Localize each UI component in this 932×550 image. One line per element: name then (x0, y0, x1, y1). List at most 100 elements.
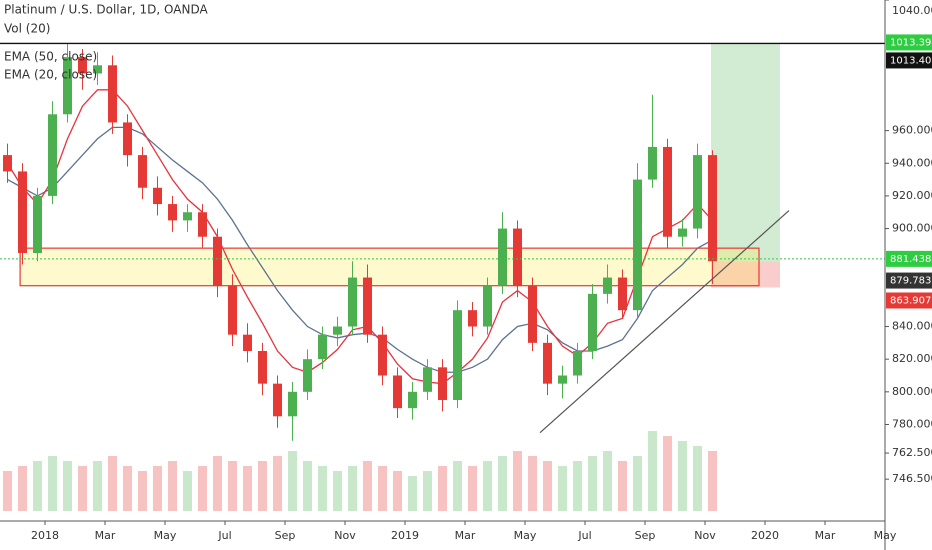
volume-bar (648, 431, 657, 511)
volume-bar (93, 461, 102, 511)
candle-body (123, 122, 132, 156)
candle-body (408, 391, 417, 409)
x-tick-label: Jul (217, 529, 231, 542)
volume-bar (498, 456, 507, 511)
volume-bar (198, 466, 207, 511)
y-tick-label: 1040.000 (892, 4, 932, 17)
volume-bar (603, 451, 612, 511)
volume-bar (558, 466, 567, 511)
volume-bar (333, 471, 342, 511)
volume-bar (33, 461, 42, 511)
price-tag-label: 863.907 (890, 295, 931, 306)
candle-body (333, 326, 342, 335)
volume-bar (633, 456, 642, 511)
x-tick-label: May (514, 529, 537, 542)
candle-body (198, 212, 207, 237)
price-tag-label: 879.783 (890, 276, 931, 287)
volume-bar (378, 466, 387, 511)
volume-bar (228, 461, 237, 511)
candle-body (468, 310, 477, 327)
x-tick-label: Mar (95, 529, 116, 542)
candle-body (108, 65, 117, 123)
volume-bar (183, 471, 192, 511)
chart-title: Platinum / U.S. Dollar, 1D, OANDA (4, 3, 208, 17)
volume-bar (543, 461, 552, 511)
support-zone (19, 247, 760, 287)
y-tick-label: 940.000 (892, 156, 932, 169)
volume-bar (483, 461, 492, 511)
x-tick-label: May (154, 529, 177, 542)
volume-bar (18, 466, 27, 511)
candle-body (588, 293, 597, 352)
volume-bar (288, 451, 297, 511)
candle-body (138, 155, 147, 188)
volume-bar (438, 466, 447, 511)
volume-bar (678, 441, 687, 511)
volume-bar (138, 471, 147, 511)
volume-bar (153, 466, 162, 511)
y-tick-label: 840.000 (892, 320, 932, 333)
candle-body (78, 57, 87, 74)
candle-body (18, 171, 27, 254)
volume-bar (348, 466, 357, 511)
price-tag (886, 250, 932, 267)
y-tick-label: 780.000 (892, 417, 932, 430)
indicator-label: Vol (20) (4, 22, 50, 36)
x-tick-label: 2018 (31, 529, 59, 542)
volume-bar (423, 471, 432, 511)
target-zone (711, 43, 780, 262)
volume-bar (513, 451, 522, 511)
candle-body (228, 285, 237, 335)
candle-body (573, 351, 582, 376)
y-tick-label: 960.000 (892, 124, 932, 137)
volume-bar (618, 461, 627, 511)
volume-bar (708, 451, 717, 511)
candle-body (243, 334, 252, 352)
volume-bar (303, 461, 312, 511)
candle-body (183, 212, 192, 221)
candle-body (663, 146, 672, 237)
y-tick-label: 746.500 (892, 472, 932, 485)
volume-bar (168, 461, 177, 511)
price-tag-label: 881.438 (890, 254, 931, 265)
price-tag-label: 1013.393 (890, 37, 932, 48)
candle-body (33, 195, 42, 254)
candle-body (678, 228, 687, 237)
candle-body (378, 334, 387, 376)
volume-bar (273, 456, 282, 511)
y-tick-label: 820.000 (892, 352, 932, 365)
price-tag (886, 272, 932, 289)
volume-bar (693, 446, 702, 511)
volume-bar (588, 456, 597, 511)
volume-bar (213, 456, 222, 511)
volume-bar (258, 461, 267, 511)
x-tick-label: Sep (275, 529, 296, 542)
candle-body (213, 236, 222, 286)
volume-bar (243, 466, 252, 511)
volume-bar (78, 466, 87, 511)
candle-body (168, 204, 177, 221)
x-tick-label: Mar (455, 529, 476, 542)
volume-bar (123, 466, 132, 511)
price-tag-label: 1013.403 (890, 55, 932, 66)
candle-body (603, 277, 612, 294)
candle-body (633, 179, 642, 311)
y-tick-label: 800.000 (892, 385, 932, 398)
candle-body (513, 228, 522, 286)
volume-bar (453, 461, 462, 511)
volume-bar (48, 456, 57, 511)
stop-zone (711, 261, 780, 288)
volume-bar (3, 471, 12, 511)
y-tick-label: 920.000 (892, 189, 932, 202)
price-tag (886, 52, 932, 69)
x-tick-label: 2020 (751, 529, 779, 542)
candle-body (423, 367, 432, 392)
candle-body (3, 155, 12, 172)
volume-bar (63, 461, 72, 511)
candle-body (483, 285, 492, 327)
indicator-label: EMA (20, close) (4, 68, 97, 82)
candle-body (363, 277, 372, 335)
volume-bar (528, 456, 537, 511)
volume-bar (318, 466, 327, 511)
